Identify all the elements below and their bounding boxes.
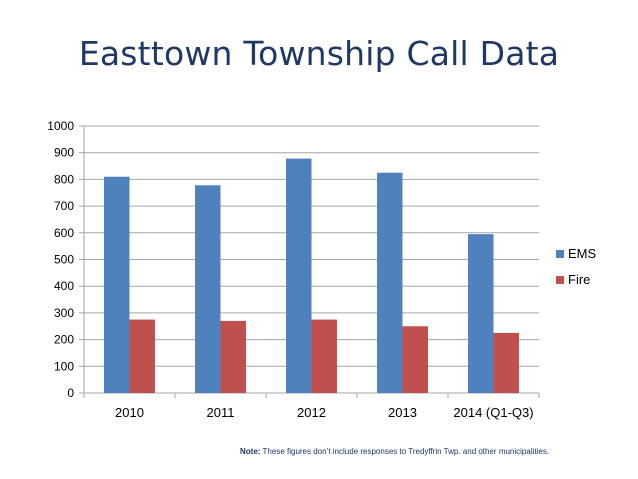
y-tick-label: 300 — [54, 306, 74, 320]
y-tick-label: 100 — [54, 359, 74, 373]
y-tick-label: 600 — [54, 226, 74, 240]
y-tick-label: 200 — [54, 333, 74, 347]
bar-fire — [129, 319, 155, 393]
footnote: Note: These figures don’t include respon… — [240, 447, 638, 456]
bar-ems — [286, 158, 312, 393]
x-tick-label: 2010 — [115, 405, 144, 420]
y-tick-label: 1000 — [47, 119, 74, 133]
y-tick-label: 900 — [54, 146, 74, 160]
note-text: These figures don’t include responses to… — [260, 447, 550, 456]
bar-fire — [493, 332, 519, 393]
bar-fire — [220, 320, 246, 393]
legend-swatch-fire — [556, 276, 564, 284]
bar-ems — [377, 172, 403, 393]
bar-ems — [468, 234, 494, 393]
bar-fire — [402, 326, 428, 393]
y-tick-label: 700 — [54, 199, 74, 213]
x-tick-label: 2012 — [297, 405, 326, 420]
legend-label-ems: EMS — [568, 246, 597, 261]
note-label: Note: — [240, 447, 261, 456]
x-tick-label: 2014 (Q1-Q3) — [453, 405, 533, 420]
page-title: Easttown Township Call Data — [78, 34, 560, 73]
y-tick-label: 400 — [54, 279, 74, 293]
legend: EMS Fire — [556, 246, 597, 287]
bars — [104, 158, 519, 393]
x-tick-label: 2013 — [388, 405, 417, 420]
x-axis-labels: 2010 2011 2012 2013 2014 (Q1-Q3) — [115, 405, 534, 420]
legend-label-fire: Fire — [568, 272, 590, 287]
x-tick-label: 2011 — [207, 405, 235, 420]
y-tick-label: 500 — [54, 253, 74, 267]
y-tick-label: 0 — [67, 386, 74, 400]
bar-ems — [104, 176, 130, 393]
y-tick-label: 800 — [54, 172, 74, 186]
legend-swatch-ems — [556, 250, 564, 258]
bar-ems — [195, 185, 221, 393]
bar-fire — [311, 319, 337, 393]
